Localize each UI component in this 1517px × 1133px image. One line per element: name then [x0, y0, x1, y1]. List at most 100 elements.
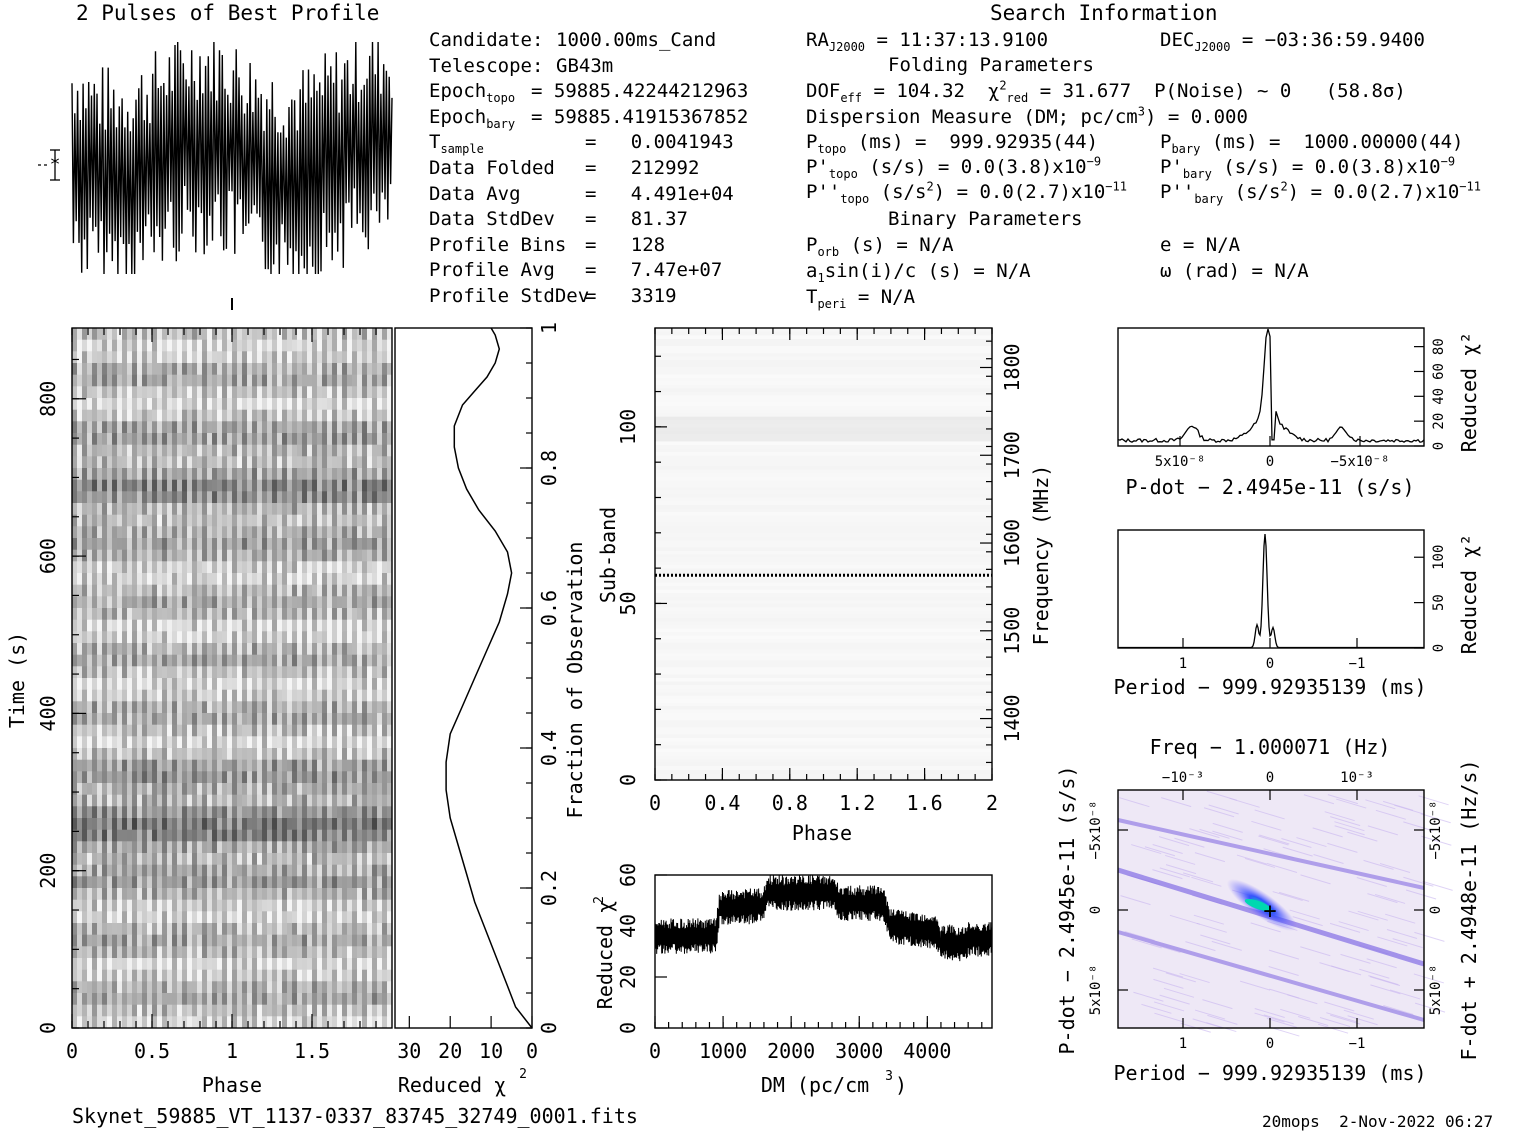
heatmap-cell [117, 363, 123, 375]
heatmap-cell [327, 596, 333, 609]
heatmap-cell [372, 783, 378, 795]
heatmap-cell [72, 888, 78, 900]
heatmap-cell [152, 853, 158, 865]
heatmap-cell [97, 503, 103, 515]
heatmap-cell [227, 934, 233, 947]
heatmap-cell [132, 363, 138, 375]
tick-label: 100 [616, 409, 640, 445]
heatmap-cell [187, 654, 193, 667]
heatmap-cell [377, 876, 383, 889]
heatmap-cell [92, 456, 98, 469]
heatmap-cell [192, 363, 198, 375]
heatmap-cell [117, 444, 123, 457]
info-label: Profile Bins [429, 233, 567, 256]
heatmap-cell [197, 433, 203, 445]
heatmap-cell [377, 818, 383, 830]
heatmap-cell [377, 363, 383, 375]
heatmap-cell [197, 876, 203, 889]
heatmap-cell [187, 608, 193, 620]
plane-streak [1327, 842, 1358, 853]
heatmap-cell [292, 771, 298, 784]
subband-row [655, 381, 992, 385]
heatmap-cell [317, 608, 323, 620]
tick-label: 0 [1266, 770, 1274, 786]
heatmap-cell [192, 911, 198, 924]
heatmap-cell [202, 514, 208, 527]
heatmap-cell [117, 573, 123, 585]
heatmap-cell [307, 911, 313, 924]
heatmap-cell [72, 993, 78, 1005]
heatmap-cell [102, 398, 108, 410]
heatmap-cell [327, 713, 333, 725]
heatmap-cell [377, 678, 383, 690]
heatmap-cell [162, 888, 168, 900]
heatmap-cell [322, 479, 328, 492]
heatmap-cell [322, 701, 328, 714]
heatmap-cell [312, 538, 318, 550]
heatmap-cell [277, 934, 283, 947]
heatmap-cell [317, 713, 323, 725]
heatmap-cell [192, 421, 198, 434]
heatmap-cell [147, 584, 153, 597]
plane-streak [1185, 941, 1216, 952]
heatmap-cell [257, 666, 263, 679]
plot-frame [1117, 529, 1425, 649]
heatmap-cell [202, 853, 208, 865]
heatmap-cell [232, 363, 238, 375]
heatmap-cell [192, 374, 198, 387]
heatmap-cell [282, 969, 288, 982]
heatmap-cell [112, 911, 118, 924]
y-axis-label: Reduced χ² [1457, 332, 1481, 452]
heatmap-cell [312, 829, 318, 842]
heatmap-cell [357, 701, 363, 714]
heatmap-cell [312, 328, 318, 340]
heatmap-cell [217, 829, 223, 842]
heatmap-cell [117, 911, 123, 924]
heatmap-cell [182, 433, 188, 445]
heatmap-cell [262, 363, 268, 375]
heatmap-cell [82, 701, 88, 714]
heatmap-cell [312, 899, 318, 912]
heatmap-cell [132, 888, 138, 900]
heatmap-cell [122, 468, 128, 480]
heatmap-cell [227, 794, 233, 807]
heatmap-cell [322, 1016, 328, 1029]
heatmap-cell [192, 328, 198, 340]
heatmap-cell [337, 421, 343, 434]
heatmap-cell [122, 561, 128, 574]
heatmap-cell [172, 456, 178, 469]
heatmap-cell [87, 888, 93, 900]
heatmap-cell [192, 479, 198, 492]
heatmap-cell [312, 398, 318, 410]
heatmap-cell [97, 654, 103, 667]
heatmap-cell [92, 339, 98, 352]
heatmap-cell [232, 783, 238, 795]
heatmap-cell [187, 888, 193, 900]
heatmap-cell [382, 736, 388, 749]
tick-label: −10⁻³ [1162, 770, 1204, 786]
heatmap-cell [147, 1016, 153, 1029]
heatmap-cell [267, 701, 273, 714]
heatmap-cell [332, 911, 338, 924]
heatmap-cell [167, 958, 173, 970]
heatmap-cell [167, 573, 173, 585]
heatmap-cell [97, 899, 103, 912]
heatmap-cell [277, 678, 283, 690]
heatmap-cell [142, 899, 148, 912]
heatmap-cell [132, 538, 138, 550]
heatmap-cell [112, 969, 118, 982]
subband-row [655, 758, 992, 763]
heatmap-cell [257, 514, 263, 527]
heatmap-cell [97, 841, 103, 854]
heatmap-cell [107, 409, 113, 422]
heatmap-cell [272, 351, 278, 364]
heatmap-cell [282, 923, 288, 935]
heatmap-cell [262, 829, 268, 842]
heatmap-cell [107, 619, 113, 632]
heatmap-cell [367, 888, 373, 900]
heatmap-cell [327, 503, 333, 515]
heatmap-cell [362, 748, 368, 760]
heatmap-cell [72, 351, 78, 364]
heatmap-cell [187, 363, 193, 375]
pddot-bary-line: P''bary (s/s2) = 0.0(2.7)x10−11 [1160, 179, 1481, 206]
